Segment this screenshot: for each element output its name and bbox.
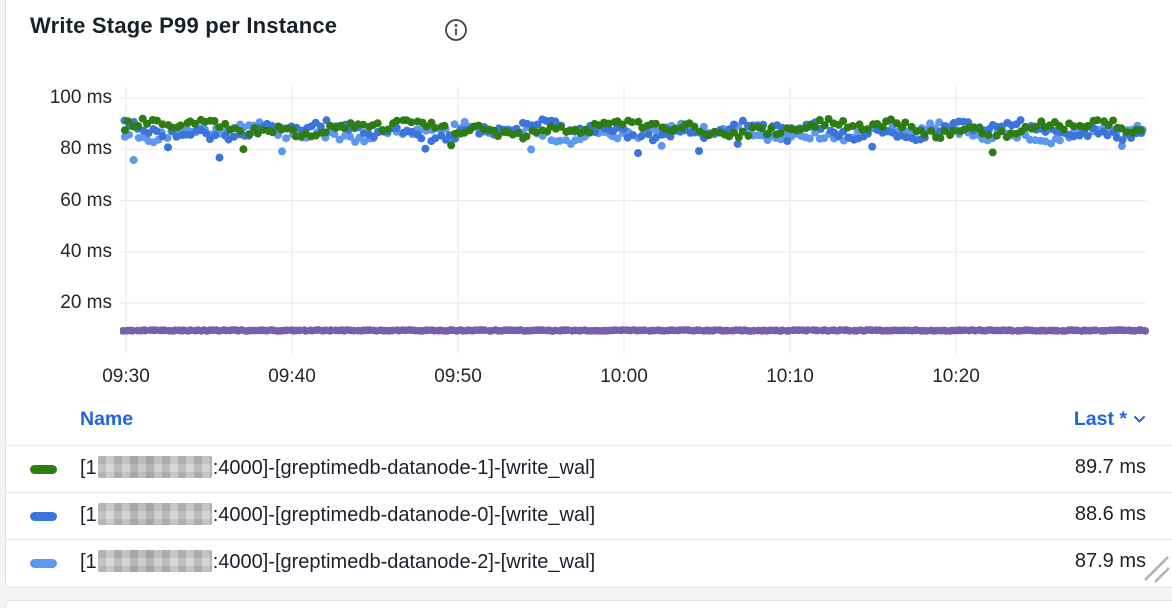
x-axis-tick-label: 09:50 <box>434 366 482 387</box>
series-name-suffix: :4000]-[greptimedb-datanode-0]-[write_wa… <box>212 504 596 526</box>
x-axis-tick-label: 09:30 <box>102 366 150 387</box>
x-axis-tick-label: 09:40 <box>268 366 316 387</box>
legend-row[interactable]: [1 :4000]-[greptimedb-datanode-0]-[write_… <box>6 492 1172 540</box>
y-axis-tick-label: 100 ms <box>49 87 112 109</box>
x-axis-tick-label: 10:00 <box>600 366 648 387</box>
next-panel-edge <box>5 600 1172 608</box>
legend-column-name[interactable]: Name <box>80 408 134 430</box>
series-name[interactable]: [1 :4000]-[greptimedb-datanode-1]-[write_… <box>80 456 595 480</box>
info-icon[interactable] <box>444 18 468 42</box>
series-name-prefix: [1 <box>80 457 97 479</box>
panel-title[interactable]: Write Stage P99 per Instance <box>30 13 338 38</box>
series-last-value: 87.9 ms <box>1074 550 1146 572</box>
series-color-marker <box>30 559 57 568</box>
series-name[interactable]: [1 :4000]-[greptimedb-datanode-2]-[write_… <box>80 550 595 574</box>
legend-column-last-label: Last * <box>1073 408 1127 430</box>
y-axis-tick-label: 60 ms <box>60 189 112 211</box>
redacted-host <box>97 503 212 525</box>
series-name[interactable]: [1 :4000]-[greptimedb-datanode-0]-[write_… <box>80 503 595 527</box>
redacted-host <box>97 456 212 478</box>
series-last-value: 89.7 ms <box>1074 456 1146 478</box>
legend-row[interactable]: [1 :4000]-[greptimedb-datanode-2]-[write_… <box>6 539 1172 587</box>
series-last-value: 88.6 ms <box>1074 503 1146 525</box>
series-name-prefix: [1 <box>80 504 97 526</box>
panel-resize-handle[interactable] <box>1142 551 1170 583</box>
timeseries-plot[interactable] <box>120 86 1150 358</box>
series-name-suffix: :4000]-[greptimedb-datanode-2]-[write_wa… <box>212 551 596 573</box>
x-axis-tick-label: 10:20 <box>932 366 980 387</box>
series-name-prefix: [1 <box>80 551 97 573</box>
series-color-marker <box>30 465 57 474</box>
x-axis-tick-label: 10:10 <box>766 366 814 387</box>
y-axis-tick-label: 20 ms <box>60 292 112 314</box>
series-color-marker <box>30 512 57 521</box>
y-axis-tick-label: 80 ms <box>60 138 112 160</box>
legend-column-last[interactable]: Last * <box>1074 408 1146 431</box>
legend-row[interactable]: [1 :4000]-[greptimedb-datanode-1]-[write_… <box>6 445 1172 493</box>
chevron-down-icon <box>1134 416 1145 423</box>
redacted-host <box>97 550 212 572</box>
series-name-suffix: :4000]-[greptimedb-datanode-1]-[write_wa… <box>212 457 596 479</box>
y-axis-tick-label: 40 ms <box>60 240 112 262</box>
